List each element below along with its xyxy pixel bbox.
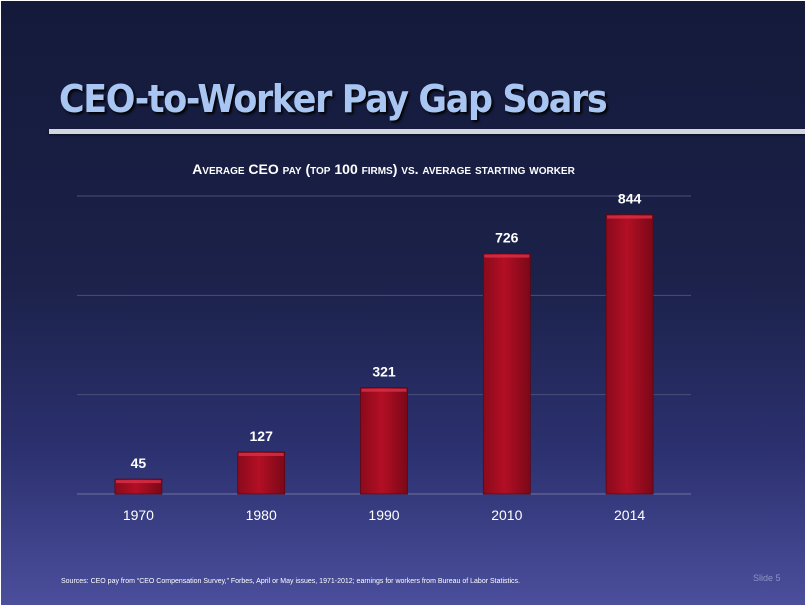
- x-tick-label: 2014: [614, 507, 645, 523]
- title-divider: [49, 129, 805, 134]
- bar-highlight: [484, 254, 530, 258]
- data-label: 726: [495, 230, 519, 246]
- bar-1990: [360, 387, 408, 495]
- bar-highlight: [115, 480, 161, 484]
- x-tick-label: 2010: [491, 507, 522, 523]
- chart-title: Average CEO pay (top 100 firms) vs. aver…: [192, 161, 575, 177]
- bar-2010: [482, 253, 531, 495]
- bar-2014: [605, 214, 654, 495]
- slide-number: Slide 5: [753, 573, 781, 583]
- bar-highlight: [238, 452, 284, 456]
- source-footnote: Sources: CEO pay from “CEO Compensation …: [61, 578, 520, 585]
- x-tick-label: 1980: [246, 507, 277, 523]
- bar-1980: [237, 451, 286, 495]
- bar-chart: 45 1970 127 1980 321 1990 726 2010 844 2014: [77, 191, 691, 523]
- slide-title: CEO-to-Worker Pay Gap Soars: [59, 77, 608, 121]
- bar-highlight: [361, 388, 407, 392]
- data-label: 844: [618, 191, 642, 207]
- data-label: 45: [131, 455, 147, 471]
- x-tick-label: 1990: [368, 507, 399, 523]
- bar-highlight: [607, 215, 653, 219]
- data-label: 321: [372, 364, 396, 380]
- data-label: 127: [250, 428, 274, 444]
- x-tick-label: 1970: [123, 507, 154, 523]
